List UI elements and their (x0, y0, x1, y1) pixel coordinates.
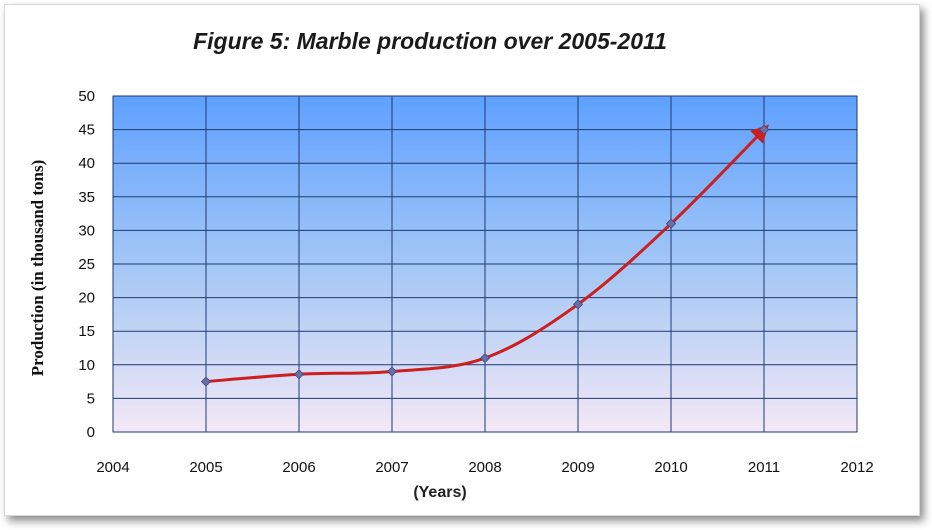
x-axis-label: (Years) (413, 484, 467, 501)
x-tick-label-2011: 2011 (748, 459, 780, 476)
y-tick-label-15: 15 (78, 323, 95, 340)
data-point-2008 (479, 353, 491, 364)
data-point-2005 (200, 376, 212, 387)
y-tick-label-50: 50 (78, 88, 95, 105)
grid-lines (112, 95, 858, 433)
data-point-2009 (572, 299, 584, 310)
chart-title: Figure 5: Marble production over 2005-20… (193, 28, 667, 54)
x-tick-label-2006: 2006 (282, 459, 315, 476)
x-tick-label-2005: 2005 (189, 459, 222, 476)
series-layer (200, 124, 770, 387)
y-tick-label-20: 20 (78, 290, 95, 307)
y-tick-label-10: 10 (78, 357, 95, 374)
data-point-2007 (386, 366, 398, 377)
y-tick-label-0: 0 (87, 424, 95, 441)
axis-ticks: 0 5 10 15 20 25 30 35 40 45 50 2004 2005 2006 2007 2008… (78, 88, 873, 476)
x-tick-label-2008: 2008 (468, 459, 501, 476)
data-point-2006 (293, 369, 305, 380)
data-point-2010 (665, 218, 677, 229)
y-tick-label-30: 30 (78, 222, 95, 239)
x-tick-label-2012: 2012 (840, 459, 873, 476)
y-tick-label-40: 40 (78, 155, 95, 172)
y-tick-label-35: 35 (78, 189, 95, 206)
x-tick-label-2010: 2010 (654, 459, 687, 476)
x-tick-label-2009: 2009 (561, 459, 594, 476)
data-point-2011 (758, 124, 770, 135)
y-tick-label-5: 5 (87, 390, 95, 407)
x-tick-label-2007: 2007 (375, 459, 408, 476)
x-tick-label-2004: 2004 (96, 459, 129, 476)
y-tick-label-45: 45 (78, 122, 95, 139)
y-tick-label-25: 25 (78, 256, 95, 273)
